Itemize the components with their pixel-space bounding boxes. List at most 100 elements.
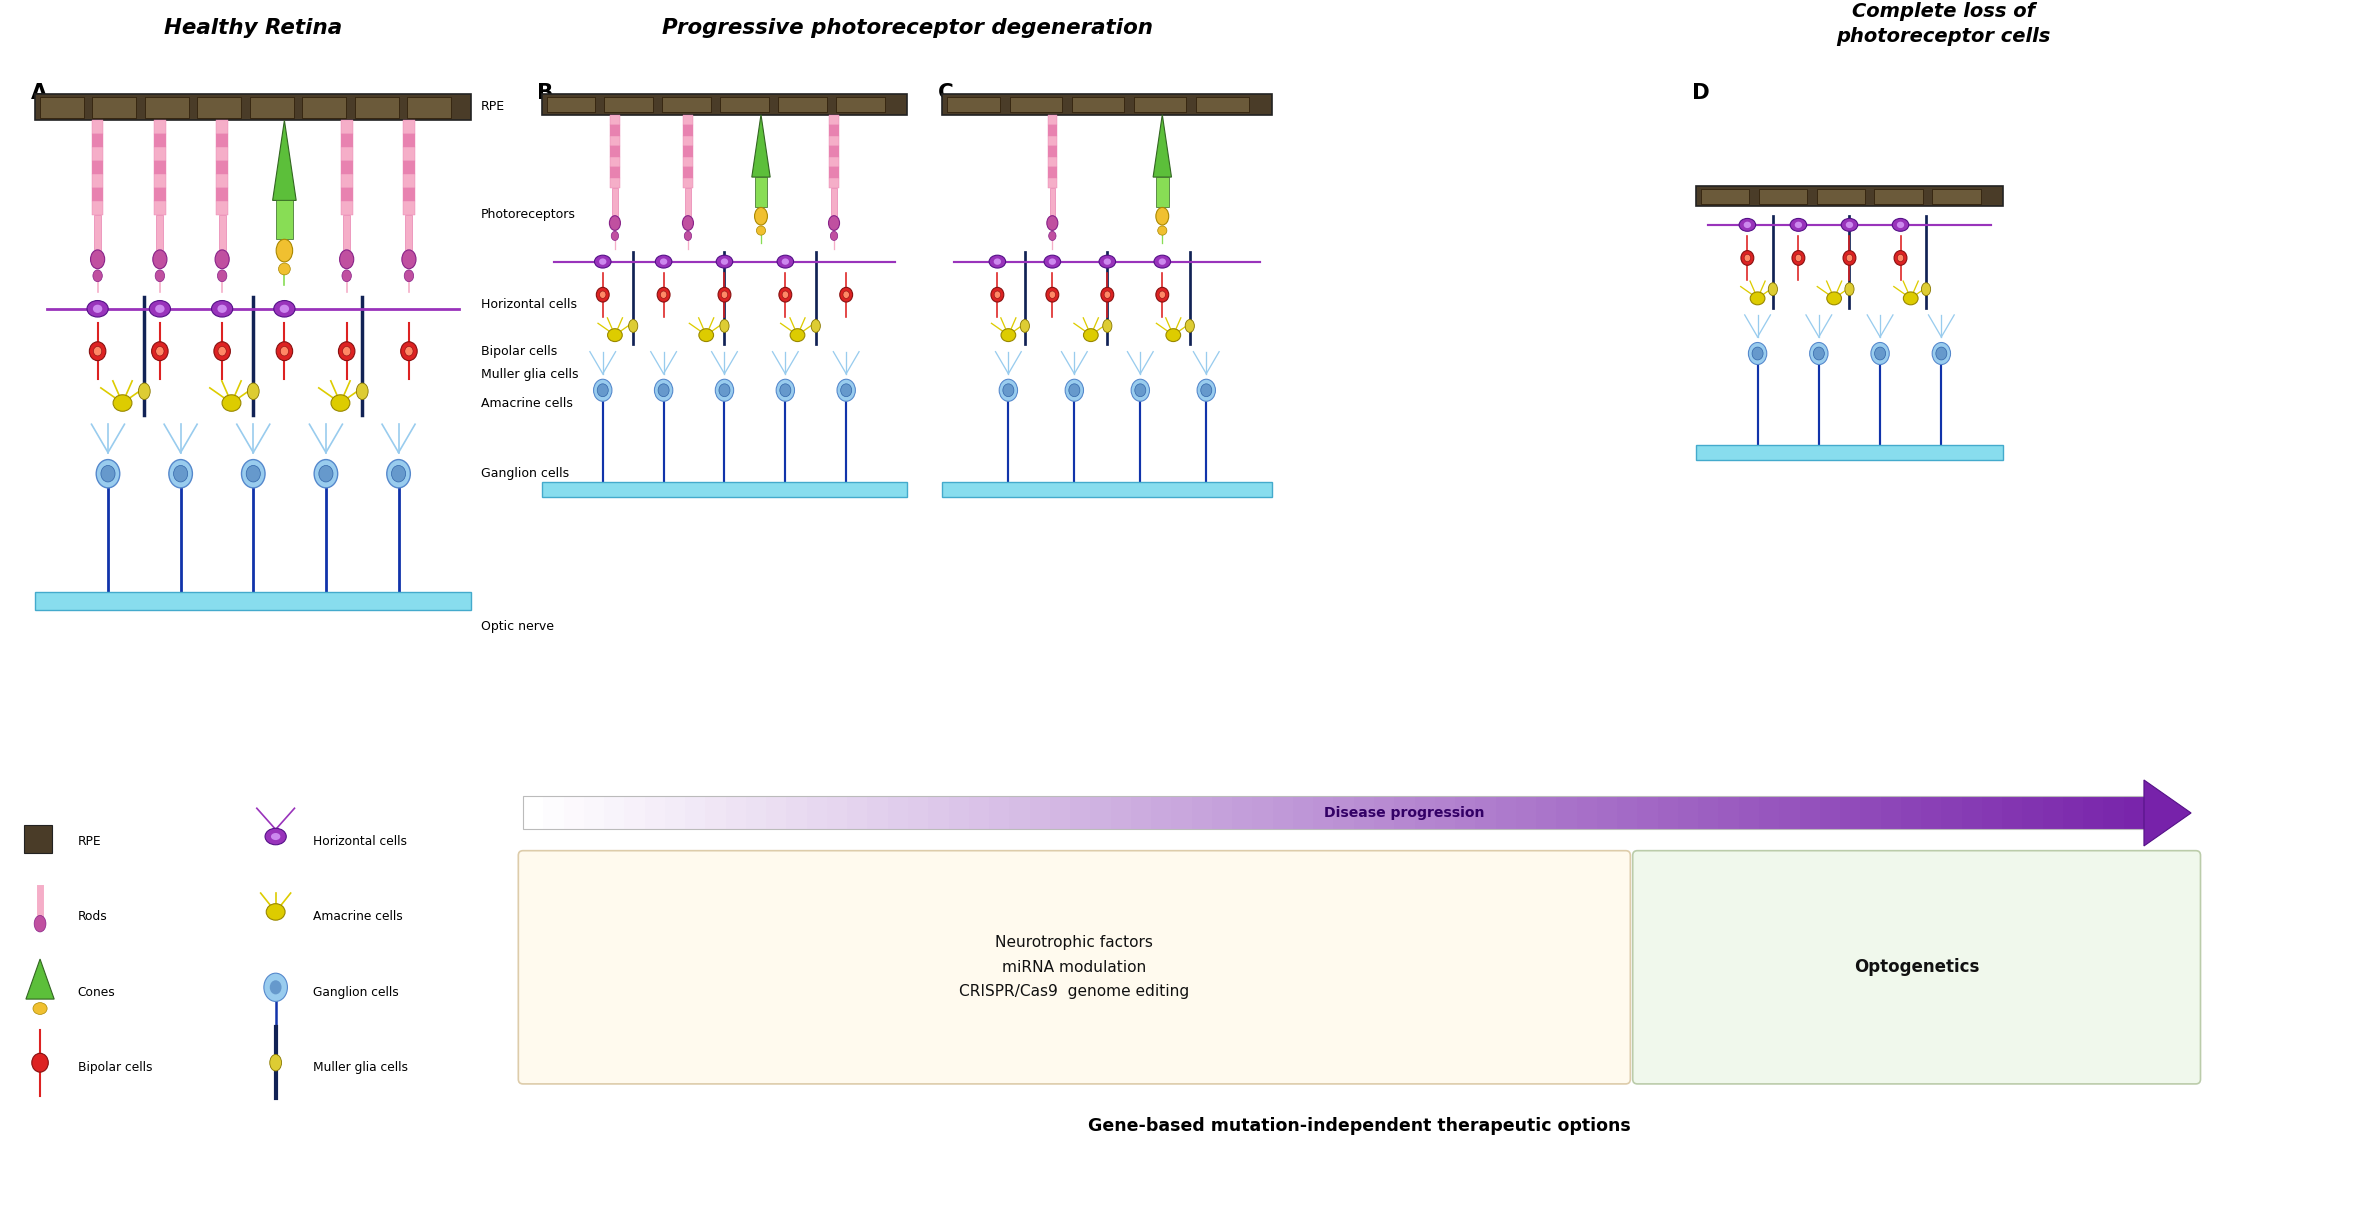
Bar bbox=[1197, 97, 1249, 112]
Ellipse shape bbox=[155, 270, 165, 282]
Bar bbox=[1048, 167, 1058, 178]
Ellipse shape bbox=[1020, 320, 1030, 332]
Ellipse shape bbox=[1197, 379, 1216, 401]
Bar bbox=[610, 125, 620, 136]
Ellipse shape bbox=[1932, 343, 1951, 365]
Bar bbox=[1152, 796, 1173, 829]
Ellipse shape bbox=[342, 347, 351, 356]
Bar bbox=[153, 174, 165, 187]
Bar bbox=[92, 147, 104, 161]
Bar bbox=[1701, 188, 1751, 204]
Bar bbox=[610, 146, 620, 157]
Ellipse shape bbox=[1136, 384, 1145, 396]
Bar bbox=[832, 188, 836, 215]
Ellipse shape bbox=[92, 270, 101, 282]
Bar bbox=[1355, 796, 1376, 829]
Bar bbox=[829, 178, 839, 188]
Ellipse shape bbox=[101, 466, 115, 482]
Bar bbox=[1536, 796, 1557, 829]
Ellipse shape bbox=[594, 255, 610, 268]
Ellipse shape bbox=[843, 291, 851, 298]
Bar bbox=[1861, 796, 1882, 829]
Bar bbox=[947, 97, 999, 112]
Ellipse shape bbox=[212, 300, 233, 317]
Bar bbox=[1395, 796, 1416, 829]
Bar bbox=[342, 174, 353, 187]
Bar bbox=[342, 147, 353, 161]
Bar bbox=[217, 120, 229, 134]
Ellipse shape bbox=[789, 328, 806, 342]
Ellipse shape bbox=[155, 305, 165, 313]
Ellipse shape bbox=[271, 833, 280, 840]
Bar bbox=[1048, 157, 1058, 167]
Bar bbox=[92, 97, 137, 118]
Text: Bipolar cells: Bipolar cells bbox=[481, 344, 556, 358]
Bar bbox=[344, 214, 351, 249]
Text: Photoreceptors: Photoreceptors bbox=[481, 208, 575, 221]
Bar bbox=[836, 97, 886, 112]
Text: A: A bbox=[31, 83, 47, 102]
Ellipse shape bbox=[339, 342, 356, 361]
Bar bbox=[217, 161, 229, 174]
Bar bbox=[92, 120, 104, 134]
Bar bbox=[683, 114, 693, 125]
Bar bbox=[683, 146, 693, 157]
Bar bbox=[1696, 186, 2003, 207]
Ellipse shape bbox=[1157, 226, 1166, 235]
Ellipse shape bbox=[596, 287, 610, 302]
Ellipse shape bbox=[1185, 320, 1194, 332]
Bar bbox=[1557, 796, 1579, 829]
Bar bbox=[153, 134, 165, 147]
Ellipse shape bbox=[87, 300, 108, 317]
Bar bbox=[403, 174, 415, 187]
Ellipse shape bbox=[829, 231, 839, 241]
Bar bbox=[1597, 796, 1619, 829]
Bar bbox=[2021, 796, 2043, 829]
Ellipse shape bbox=[339, 250, 353, 269]
Ellipse shape bbox=[775, 379, 794, 401]
Text: Healthy Retina: Healthy Retina bbox=[165, 18, 342, 39]
Ellipse shape bbox=[280, 347, 287, 356]
Bar bbox=[829, 114, 839, 125]
Ellipse shape bbox=[1070, 384, 1079, 396]
Bar bbox=[217, 187, 229, 201]
Bar bbox=[342, 201, 353, 214]
Bar bbox=[806, 796, 829, 829]
Bar bbox=[35, 591, 471, 610]
Bar bbox=[1816, 188, 1866, 204]
Ellipse shape bbox=[240, 460, 264, 488]
Ellipse shape bbox=[247, 383, 259, 400]
Bar bbox=[547, 97, 596, 112]
Polygon shape bbox=[2144, 779, 2191, 846]
FancyBboxPatch shape bbox=[1633, 851, 2201, 1083]
Ellipse shape bbox=[777, 255, 794, 268]
Bar bbox=[217, 174, 229, 187]
Ellipse shape bbox=[386, 460, 410, 488]
Text: Disease progression: Disease progression bbox=[1324, 806, 1484, 820]
Bar bbox=[1435, 796, 1456, 829]
Ellipse shape bbox=[754, 208, 768, 225]
Bar bbox=[2064, 796, 2085, 829]
Ellipse shape bbox=[990, 255, 1006, 268]
Bar bbox=[1048, 136, 1058, 146]
Bar bbox=[747, 796, 768, 829]
Bar bbox=[990, 796, 1011, 829]
Ellipse shape bbox=[280, 305, 290, 313]
Ellipse shape bbox=[1753, 347, 1762, 360]
Bar bbox=[403, 201, 415, 214]
Bar bbox=[610, 167, 620, 178]
Bar bbox=[1840, 796, 1861, 829]
Ellipse shape bbox=[278, 263, 290, 275]
Ellipse shape bbox=[148, 300, 170, 317]
Bar bbox=[153, 147, 165, 161]
Ellipse shape bbox=[1044, 255, 1060, 268]
Bar bbox=[1333, 796, 1355, 829]
Bar bbox=[1901, 796, 1922, 829]
Bar bbox=[1760, 796, 1781, 829]
Text: Muller glia cells: Muller glia cells bbox=[481, 368, 577, 382]
Text: Rods: Rods bbox=[78, 910, 108, 923]
Ellipse shape bbox=[245, 466, 259, 482]
Ellipse shape bbox=[1103, 320, 1112, 332]
Ellipse shape bbox=[273, 300, 294, 317]
Text: Progressive photoreceptor degeneration: Progressive photoreceptor degeneration bbox=[662, 18, 1152, 39]
